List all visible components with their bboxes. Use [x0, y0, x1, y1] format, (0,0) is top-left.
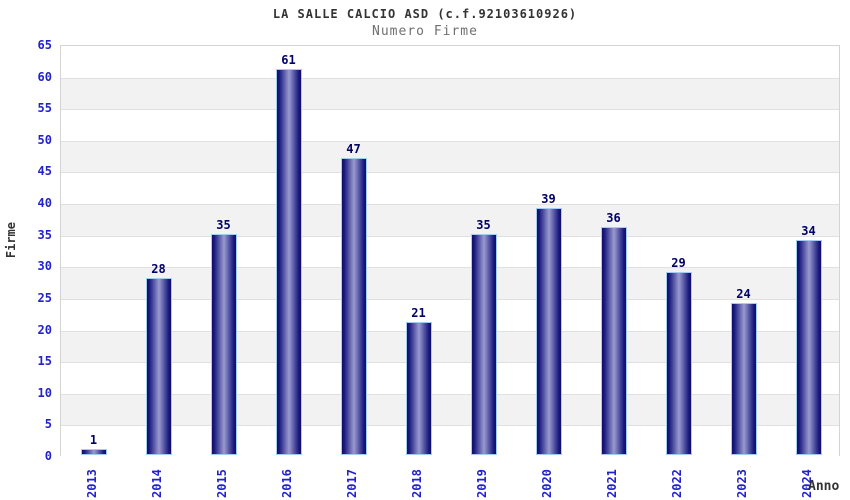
chart-title: LA SALLE CALCIO ASD (c.f.92103610926): [272, 7, 578, 21]
bar-value-label: 29: [671, 255, 686, 270]
y-tick-label: 35: [37, 227, 52, 242]
bar-value-label: 39: [541, 192, 556, 207]
grid-band: [61, 298, 839, 331]
y-tick-label: 15: [37, 354, 52, 369]
bar-value-label: 47: [346, 141, 361, 156]
grid-band: [61, 330, 839, 363]
x-tick-label: 2019: [474, 469, 489, 498]
bar-value-label: 21: [411, 306, 426, 321]
x-tick-label: 2015: [214, 469, 229, 498]
x-tick-label: 2017: [344, 469, 359, 498]
grid-band: [61, 77, 839, 110]
y-tick-label: 25: [37, 290, 52, 305]
grid-band: [61, 267, 839, 299]
bar-2016: [275, 69, 302, 455]
x-tick-label: 2014: [149, 469, 164, 498]
y-tick-label: 45: [37, 164, 52, 179]
grid-band: [61, 172, 839, 205]
grid-band: [61, 362, 839, 394]
x-tick-label: 2013: [84, 469, 99, 498]
x-tick-label: 2020: [539, 469, 554, 498]
y-tick-label: 10: [37, 385, 52, 400]
bar-2017: [340, 157, 367, 455]
y-tick-label: 55: [37, 101, 52, 116]
y-tick-label: 5: [44, 417, 52, 432]
bar-value-label: 24: [736, 287, 751, 302]
grid-band: [61, 46, 839, 78]
bar-value-label: 61: [281, 53, 296, 68]
bar-value-label: 35: [476, 217, 491, 232]
bar-value-label: 28: [151, 261, 166, 276]
grid-band: [61, 204, 839, 236]
grid-band: [61, 140, 839, 173]
x-tick-label: 2022: [669, 469, 684, 498]
y-tick-label: 40: [37, 196, 52, 211]
bar-2015: [210, 233, 237, 455]
bar-2023: [730, 303, 757, 455]
y-tick-label: 65: [37, 38, 52, 52]
x-tick-label: 2021: [604, 469, 619, 498]
bar-2013: [80, 448, 107, 455]
y-tick-label: 20: [37, 322, 52, 337]
bar-2024: [795, 240, 822, 455]
chart-subtitle: Numero Firme: [372, 24, 478, 39]
bar-2019: [470, 233, 497, 455]
y-tick-label: 0: [44, 449, 52, 463]
x-tick-label: 2023: [734, 469, 749, 498]
bar-value-label: 35: [216, 217, 231, 232]
grid-band: [61, 425, 839, 457]
grid-band: [61, 109, 839, 141]
bar-2021: [600, 227, 627, 455]
plot-area: 1 28 35 61 47 21 35 39 36 29 24 34: [60, 45, 840, 457]
x-axis-title: Anno: [808, 479, 840, 494]
bar-value-label: 1: [89, 432, 98, 447]
x-tick-label: 2016: [279, 469, 294, 498]
grid-band: [61, 393, 839, 426]
bar-2022: [665, 271, 692, 455]
bar-value-label: 34: [801, 224, 816, 238]
x-tick-label: 2018: [409, 469, 424, 498]
bar-2018: [405, 322, 432, 455]
y-tick-label: 60: [37, 69, 52, 84]
y-tick-label: 30: [37, 259, 52, 274]
y-tick-label: 50: [37, 132, 52, 147]
bar-value-label: 36: [606, 211, 621, 226]
bar-2020: [535, 208, 562, 455]
bar-2014: [145, 277, 172, 455]
grid-band: [61, 235, 839, 268]
